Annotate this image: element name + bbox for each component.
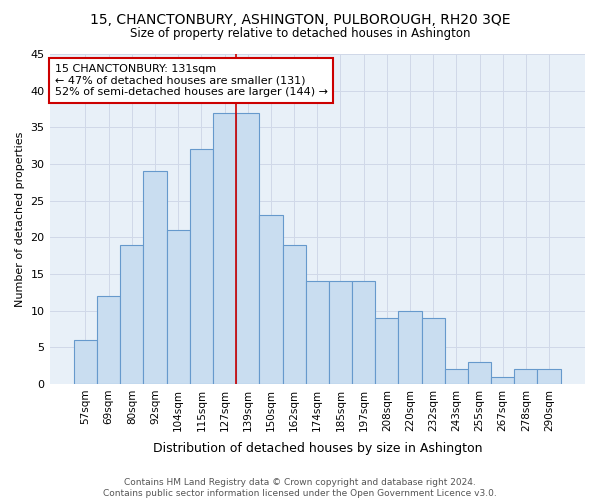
Bar xyxy=(375,318,398,384)
Bar xyxy=(190,150,213,384)
Bar xyxy=(329,282,352,384)
Bar xyxy=(445,369,468,384)
Bar xyxy=(143,172,167,384)
Bar xyxy=(74,340,97,384)
Bar xyxy=(514,369,538,384)
Text: 15 CHANCTONBURY: 131sqm
← 47% of detached houses are smaller (131)
52% of semi-d: 15 CHANCTONBURY: 131sqm ← 47% of detache… xyxy=(55,64,328,97)
Bar xyxy=(236,112,259,384)
Bar xyxy=(491,376,514,384)
Bar xyxy=(468,362,491,384)
Bar xyxy=(120,244,143,384)
Bar xyxy=(283,244,305,384)
Bar xyxy=(305,282,329,384)
X-axis label: Distribution of detached houses by size in Ashington: Distribution of detached houses by size … xyxy=(152,442,482,455)
Bar xyxy=(422,318,445,384)
Text: Size of property relative to detached houses in Ashington: Size of property relative to detached ho… xyxy=(130,28,470,40)
Bar xyxy=(398,310,422,384)
Bar xyxy=(259,216,283,384)
Bar xyxy=(538,369,560,384)
Bar xyxy=(167,230,190,384)
Bar xyxy=(352,282,375,384)
Text: Contains HM Land Registry data © Crown copyright and database right 2024.
Contai: Contains HM Land Registry data © Crown c… xyxy=(103,478,497,498)
Bar xyxy=(97,296,120,384)
Text: 15, CHANCTONBURY, ASHINGTON, PULBOROUGH, RH20 3QE: 15, CHANCTONBURY, ASHINGTON, PULBOROUGH,… xyxy=(90,12,510,26)
Bar xyxy=(213,112,236,384)
Y-axis label: Number of detached properties: Number of detached properties xyxy=(15,132,25,306)
